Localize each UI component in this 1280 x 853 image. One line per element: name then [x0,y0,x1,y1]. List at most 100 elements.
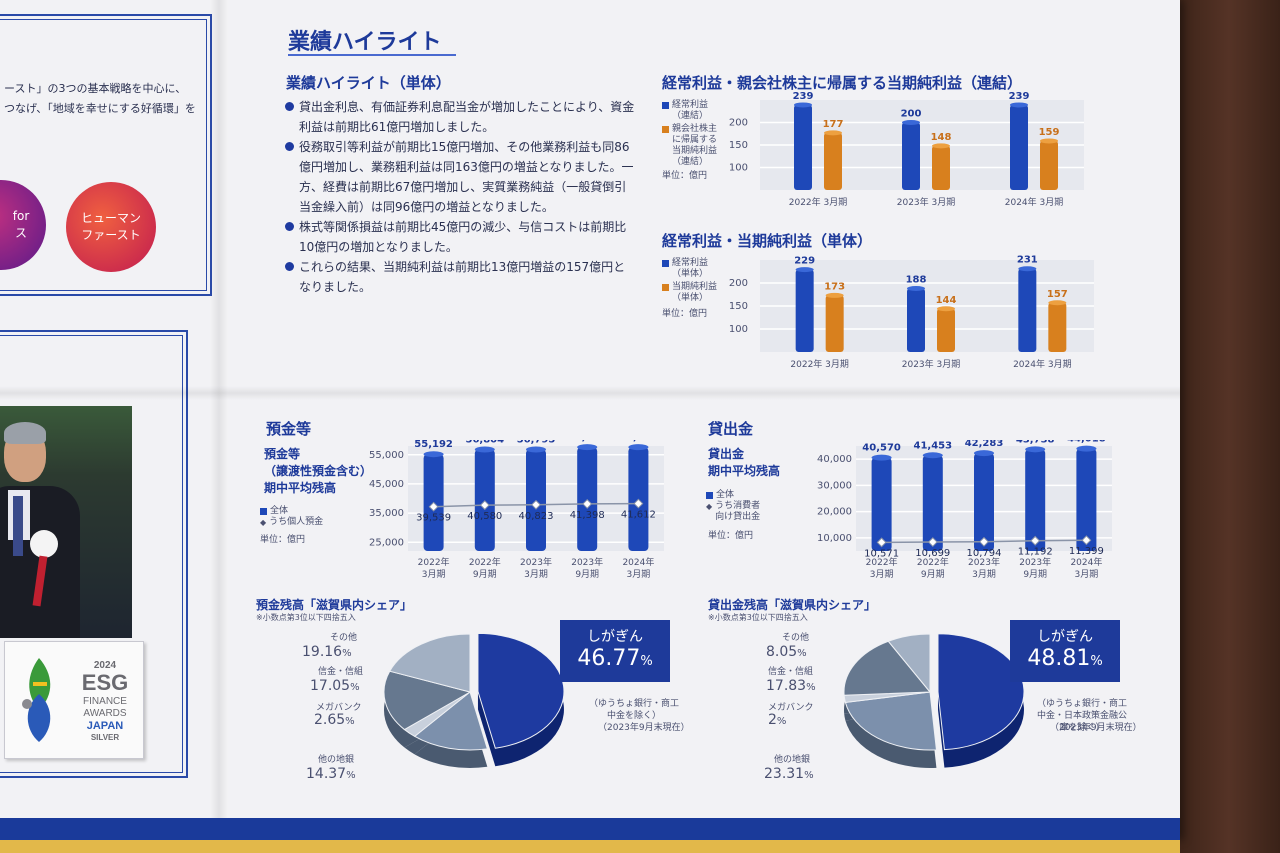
bar-cap [474,446,495,453]
line-point [1030,535,1041,546]
bar [1040,140,1058,190]
x-tick-label: 2024年 [622,556,654,568]
x-tick-label: 3月期 [1075,569,1099,580]
pie-slice [887,633,931,694]
data-label: 41,453 [914,440,953,451]
data-label: 231 [1017,255,1038,266]
y-tick-label: 10,000 [817,533,852,544]
bar-cap [1025,446,1046,453]
bar [1076,448,1097,551]
pie2-highlight-box: しがぎん 48.81% [1010,620,1120,682]
bar [795,269,814,352]
data-label: 148 [931,132,952,143]
pie1-value-mega: 2.65% [314,712,355,728]
pie2-label-mega: メガバンク [768,703,814,713]
loan-share-title: 貸出金残高「滋賀県内シェア」 [708,598,877,612]
chart1-legend: 経常利益 （連結） 親会社株主 に帰属する 当期純利益 （連結） [662,100,717,168]
x-tick-label: 9月期 [575,569,599,580]
bar-cap [577,444,598,451]
bar [824,132,842,190]
x-tick-label: 2022年 [866,556,898,568]
data-label: 43,738 [1016,440,1055,445]
pie2-value-mega: 2% [768,712,787,728]
line-label: 10,794 [967,548,1002,559]
x-tick-label: 2023年 [571,556,603,568]
x-tick-label: 2022年 [418,556,450,568]
bar [1048,302,1067,352]
data-label: 44,018 [1067,440,1106,445]
pie1-label-regional: 他の地銀 [318,755,355,765]
legend-label: 当期純利益 （単体） [672,282,718,303]
esg-japan: JAPAN [86,720,124,732]
y-tick-label: 35,000 [369,508,404,519]
pie1-exclusion-note: （ゆうちょ銀行・商工中金を除く） [588,699,679,721]
y-tick-label: 200 [729,278,748,289]
x-tick-label: 9月期 [473,569,497,580]
bar [937,308,955,352]
strategy-text-line2: つなげ、「地域を幸せにする好循環」を [4,102,196,115]
bar-cap [902,120,920,125]
bar [974,453,994,551]
footer-band [0,818,1180,840]
bar-cap [871,454,892,461]
president-photo [0,406,132,638]
deposit-chart-svg: 25,000 35,000 45,000 55,000 55,192 2022年 3月期 56… [369,440,664,580]
data-label: 56,795 [517,440,556,446]
strategy-box [0,14,212,296]
bullet-item: 株式等関係損益は前期比45億円の減少、与信コストは前期比10億円の増加となりまし… [285,217,635,257]
esg-year: 2024 [93,660,117,671]
bar [922,455,943,551]
chart2-title: 経常利益・当期純利益（単体） [662,232,873,250]
bar-cap [825,292,844,298]
line-point [633,498,644,509]
deposit-label: 預金等 （譲渡性預金含む） 期中平均残高 [264,447,373,495]
bar [1010,104,1028,190]
line-point [1081,535,1092,546]
pie1-label-shinkin: 信金・信組 [318,667,364,677]
chart2-legend: 経常利益 （単体） 当期純利益 （単体） [662,258,717,304]
y-tick-label: 45,000 [369,479,404,490]
data-label: 159 [1039,127,1060,138]
line-label: 11,399 [1069,546,1104,557]
strategy-circle-human-first: ヒューマン ファースト [66,182,156,272]
x-tick-label: 2022年 [917,556,949,568]
data-label: 239 [1009,91,1030,102]
chart1-svg: 100 150 200 239 177 2022年 3月期 200 148 2023年 3月期 2… [729,91,1084,208]
pie2-highlight-value: 48.81% [1027,646,1103,671]
pie1-highlight-value: 46.77% [577,646,653,671]
bar [794,104,812,190]
x-tick-label: 2023年 [968,556,1000,568]
bar [1025,449,1046,551]
bar-cap [1040,138,1058,144]
y-tick-label: 55,000 [369,450,404,461]
esg-award-badge: 2024 ESG FINANCE AWARDS JAPAN SILVER [4,641,144,759]
bar-cap [526,446,546,453]
loan-share-note: ※小数点第3位以下四捨五入 [708,613,808,622]
y-tick-label: 100 [729,324,748,335]
x-tick-label: 3月期 [972,569,996,580]
page-edge-yellow [0,840,1180,853]
bar-cap [628,444,649,451]
page-title: 業績ハイライト [288,30,442,55]
loan-unit: 単位：億円 [708,531,754,541]
bar [871,457,892,551]
x-tick-label: 2022年 3月期 [789,196,848,208]
line-point [927,537,938,547]
bar [907,288,925,352]
pie-slice [413,691,488,751]
legend-label: 経常利益 （連結） [672,100,709,121]
deposit-unit: 単位：億円 [260,535,306,545]
bar-cap [907,286,925,292]
data-label: 55,192 [414,440,453,450]
y-tick-label: 25,000 [369,537,404,548]
data-label: 40,570 [862,443,901,454]
line-point [582,498,593,509]
legend-label: うち消費者 向け貸出金 [715,501,761,522]
pie2-exclusion-note: （ゆうちょ銀行・商工中金・日本政策金融公庫を除く） [1036,699,1127,733]
line-label: 10,571 [864,548,899,559]
legend-label: 親会社株主 に帰属する 当期純利益 （連結） [672,124,718,167]
x-tick-label: 3月期 [627,569,651,580]
x-tick-label: 2024年 3月期 [1005,196,1064,208]
x-tick-label: 3月期 [870,569,894,580]
chart1-unit: 単位：億円 [662,171,708,181]
